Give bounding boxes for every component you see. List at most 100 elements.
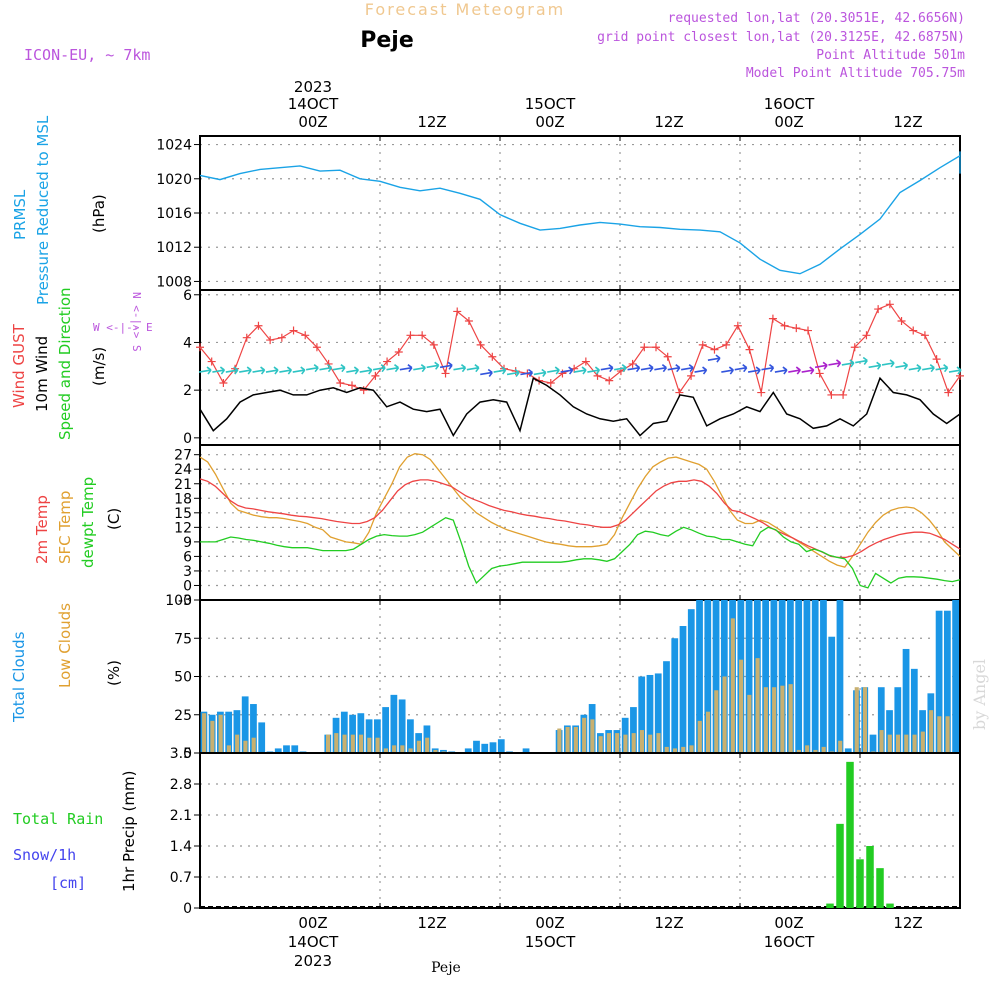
- wind-direction-arrow: [547, 366, 560, 375]
- total-clouds-bar: [373, 719, 381, 753]
- low-clouds-bar: [235, 734, 240, 753]
- pressure-y-tick-label: 1012: [156, 240, 192, 256]
- bottom-hour-label: 00Z: [535, 914, 564, 932]
- precip-labels: Total Rain Snow/1h [cm] 1hr Precip (mm): [13, 771, 138, 892]
- wind-direction-arrow: [788, 366, 801, 375]
- gust-point-marker: [745, 345, 754, 354]
- gust-point-marker: [885, 300, 894, 309]
- total-clouds-bar: [687, 609, 695, 753]
- total-clouds-bar: [638, 676, 646, 753]
- top-hour-label: 00Z: [774, 113, 803, 131]
- bottom-time-axis: 00Z 14OCT 2023 12Z 00Z 15OCT 12Z 00Z 16O…: [288, 914, 923, 970]
- low-clouds-bar: [912, 734, 917, 753]
- total-clouds-bar: [679, 626, 687, 753]
- low-clouds-bar: [392, 745, 397, 753]
- rain-bar: [846, 761, 854, 908]
- total-clouds-bar: [489, 742, 497, 753]
- gust-point-marker: [242, 333, 251, 342]
- bottom-hour-label: 00Z: [774, 914, 803, 932]
- bottom-hour-label: 00Z: [298, 914, 327, 932]
- gust-point-marker: [956, 371, 964, 380]
- total-clouds-bar: [828, 636, 836, 753]
- low-clouds-bar: [895, 734, 901, 753]
- top-hour-label: 00Z: [298, 113, 327, 131]
- wind-direction-arrow: [948, 366, 962, 375]
- gust-point-marker: [558, 369, 567, 378]
- gust-point-marker: [254, 321, 263, 330]
- low-clouds-bar: [598, 736, 603, 753]
- low-clouds-bar: [879, 730, 884, 753]
- total-clouds-bar: [407, 719, 414, 753]
- low-clouds-bar: [359, 734, 364, 753]
- wind-direction-arrow: [868, 361, 882, 370]
- low-clouds-bar: [425, 737, 430, 753]
- low-clouds-bar: [813, 749, 818, 753]
- low-clouds-bar: [672, 748, 678, 753]
- wind-direction-arrow: [734, 364, 748, 373]
- temp-y-tick-label: 21: [174, 477, 192, 493]
- total-clouds-bar: [654, 673, 662, 753]
- wind-direction-arrow: [855, 356, 868, 366]
- wind-direction-arrow: [573, 366, 587, 375]
- gust-point-marker: [581, 357, 590, 366]
- wind-direction-arrow: [426, 361, 440, 370]
- wind-speed-label: Speed and Direction: [56, 287, 74, 440]
- low-clouds-bar: [796, 749, 801, 753]
- wind-speed-series-line: [199, 376, 961, 438]
- total-clouds-bar: [340, 711, 348, 753]
- pressure-y-tick-label: 1016: [156, 206, 192, 222]
- temp-y-tick-label: 9: [183, 535, 192, 551]
- precip-y-tick-label: 0: [183, 901, 192, 917]
- gust-point-marker: [944, 388, 953, 397]
- low-clouds-bar: [656, 733, 661, 753]
- low-clouds-bar: [705, 711, 711, 753]
- gust-point-marker: [757, 388, 766, 397]
- temp-panel-frame: [199, 444, 961, 601]
- temp-y-tick-label: 24: [174, 462, 192, 478]
- total-clouds-bar: [349, 714, 356, 753]
- total-clouds-bar: [902, 648, 910, 753]
- wind-direction-arrow: [520, 368, 534, 377]
- precip-panel-frame: [199, 752, 961, 909]
- top-date-label: 14OCT: [288, 95, 339, 113]
- wind-y-tick-label: 2: [183, 383, 192, 399]
- gust-point-marker: [464, 317, 473, 325]
- compass-label: W <-|-> E: [93, 321, 153, 334]
- low-clouds-bar: [862, 687, 868, 753]
- temp-unit: (C): [105, 508, 123, 530]
- total-clouds-bar: [778, 600, 786, 753]
- total-clouds-bar: [663, 661, 670, 753]
- pressure-label: Pressure Reduced to MSL: [34, 115, 52, 305]
- top-date-label: 16OCT: [764, 95, 815, 113]
- wind-direction-arrow: [319, 364, 333, 373]
- total-clouds-bar: [919, 710, 926, 753]
- gust-point-marker: [850, 343, 859, 352]
- total-clouds-bar: [291, 745, 299, 753]
- low-clouds-bar: [805, 745, 810, 753]
- low-clouds-bar: [821, 746, 826, 753]
- pressure-labels: PRMSL Pressure Reduced to MSL (hPa): [11, 115, 108, 305]
- total-clouds-bar: [836, 600, 844, 753]
- wind-direction-arrow: [466, 364, 480, 373]
- wind-y-tick-label: 0: [183, 431, 192, 447]
- total-clouds-bar: [241, 696, 249, 753]
- total-clouds-bar: [844, 748, 852, 753]
- low-clouds-bar: [623, 734, 628, 753]
- gust-point-marker: [827, 390, 836, 399]
- rain-bar: [826, 903, 834, 908]
- low-clouds-bar: [350, 734, 355, 753]
- gust-point-marker: [394, 348, 403, 356]
- wind-direction-arrow: [721, 366, 734, 375]
- total-clouds-bar: [283, 745, 290, 753]
- low-clouds-bar: [648, 734, 653, 753]
- low-clouds-bar: [557, 728, 562, 753]
- gust-point-marker: [628, 359, 637, 368]
- low-clouds-bar: [573, 726, 578, 753]
- gust-point-marker: [324, 359, 333, 368]
- gust-point-marker: [932, 355, 941, 364]
- credit-watermark: by Angel: [970, 659, 989, 730]
- total-clouds-bar: [464, 748, 472, 753]
- low-clouds-bar: [747, 694, 752, 753]
- total-clouds-bar: [943, 610, 951, 753]
